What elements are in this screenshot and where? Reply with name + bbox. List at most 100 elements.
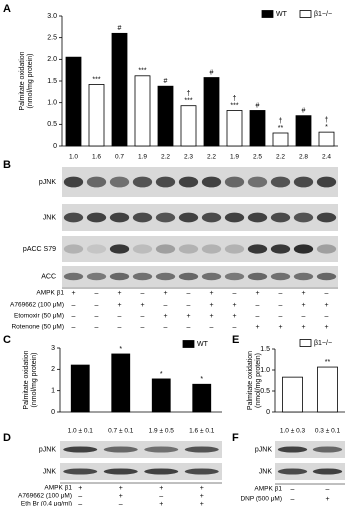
blot-background [60, 441, 222, 458]
condition-symbol: – [78, 501, 82, 506]
significance-marker: † [187, 91, 191, 98]
blot-row-label: JNK [43, 214, 57, 221]
blot-band [277, 446, 308, 453]
significance-marker: ** [325, 359, 331, 366]
blot-band [178, 176, 199, 188]
quantification: 0.7 [115, 154, 124, 161]
significance-marker: * [325, 124, 328, 131]
condition-symbol: – [279, 302, 283, 309]
condition-symbol: – [233, 290, 237, 297]
blot-band [155, 212, 176, 223]
y-tick-label: 0.5 [260, 388, 270, 395]
blot-band [247, 176, 268, 188]
condition-label: AMPK β1 [36, 290, 64, 297]
condition-symbol: – [210, 324, 214, 331]
condition-symbol: – [325, 313, 329, 320]
blot-background [62, 236, 338, 262]
blot-band [312, 468, 343, 475]
legend-swatch [261, 10, 274, 18]
blot-row-label: JNK [43, 468, 57, 475]
quantification: 1.9 [138, 154, 147, 161]
y-tick-label: 0 [53, 143, 57, 150]
significance-marker: # [256, 102, 260, 109]
condition-symbol: + [200, 493, 204, 500]
blot-background [62, 204, 338, 231]
quantification: 1.9 ± 0.5 [149, 428, 175, 435]
condition-symbol: + [200, 485, 204, 492]
condition-symbol: – [164, 324, 168, 331]
significance-marker: *** [92, 76, 100, 83]
condition-symbol: – [141, 290, 145, 297]
condition-label: A769662 (100 μM) [18, 493, 72, 500]
condition-symbol: – [95, 313, 99, 320]
condition-symbol: – [291, 496, 295, 503]
blot-band [201, 244, 222, 254]
blot-band [103, 446, 138, 453]
bar [318, 131, 335, 147]
bar [180, 105, 197, 147]
condition-symbol: – [141, 313, 145, 320]
y-tick-label: 1.5 [260, 346, 270, 353]
condition-symbol: – [279, 290, 283, 297]
blot-band [293, 176, 314, 188]
y-tick-label: 3 [51, 345, 55, 352]
blot-background [62, 167, 338, 197]
condition-symbol: – [279, 313, 283, 320]
blot-band [103, 468, 138, 475]
blot-band [224, 212, 245, 223]
bar [272, 132, 289, 147]
blot-band [109, 244, 130, 254]
blot-row-label: pJNK [255, 446, 272, 453]
condition-symbol: – [187, 290, 191, 297]
blot-band [316, 176, 337, 188]
condition-symbol: + [117, 302, 121, 309]
significance-marker: † [279, 118, 283, 125]
condition-symbol: + [140, 302, 144, 309]
condition-symbol: – [72, 313, 76, 320]
condition-symbol: + [301, 302, 305, 309]
blot-band [184, 446, 219, 453]
blot-band [86, 272, 107, 281]
quantification: 1.6 [92, 154, 101, 161]
quantification: 2.2 [207, 154, 216, 161]
bar [317, 366, 338, 413]
condition-symbol: + [186, 313, 190, 320]
blot-band [63, 176, 84, 188]
significance-marker: # [210, 69, 214, 76]
condition-symbol: + [301, 324, 305, 331]
blot-band [63, 244, 84, 254]
y-tick-label: 2.5 [47, 35, 57, 42]
blot-band [155, 176, 176, 188]
bar [65, 56, 82, 147]
blot-band [312, 446, 343, 453]
significance-marker: # [302, 108, 306, 115]
blot-band [316, 244, 337, 254]
quantification: 0.7 ± 0.1 [108, 428, 134, 435]
condition-symbol: + [324, 324, 328, 331]
quantification: 2.4 [322, 154, 331, 161]
y-axis-label: (nmol/mg protein) [27, 54, 34, 109]
y-tick-label: 1.0 [47, 100, 57, 107]
legend-swatch [299, 10, 312, 18]
condition-symbol: – [164, 302, 168, 309]
bar [226, 110, 243, 147]
y-tick-label: 2 [51, 366, 55, 373]
bar [134, 75, 151, 147]
quantification: 1.0 ± 0.3 [280, 428, 306, 435]
blot-band [63, 212, 84, 223]
blot-band [86, 176, 107, 188]
quantification: 2.2 [161, 154, 170, 161]
legend-label: WT [276, 11, 288, 18]
blot-row-label: pJNK [39, 446, 56, 453]
quantification: 1.9 [230, 154, 239, 161]
blot-band [270, 212, 291, 223]
condition-symbol: – [118, 313, 122, 320]
quantification: 0.3 ± 0.1 [315, 428, 341, 435]
bar [282, 376, 303, 413]
significance-marker: # [164, 78, 168, 85]
blot-band [184, 468, 219, 475]
condition-label: AMPK β1 [254, 486, 282, 493]
legend-swatch [182, 340, 195, 348]
